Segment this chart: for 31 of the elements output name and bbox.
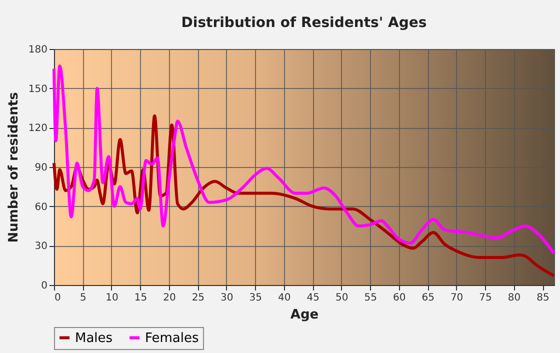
x-tick-label: 30 <box>220 292 234 304</box>
y-tick-label: 0 <box>41 280 48 292</box>
x-tick-label: 85 <box>536 292 550 304</box>
x-tick-label: 0 <box>54 292 61 304</box>
x-tick-label: 55 <box>364 292 377 304</box>
chart-title: Distribution of Residents' Ages <box>181 15 427 31</box>
x-tick-label: 40 <box>278 292 291 304</box>
x-tick-label: 35 <box>249 292 262 304</box>
x-tick-label: 10 <box>106 292 118 304</box>
y-tick-label: 60 <box>34 202 48 213</box>
x-tick-label: 45 <box>306 292 320 304</box>
x-tick-label: 80 <box>508 292 521 304</box>
y-tick-label: 180 <box>28 44 48 56</box>
y-tick-label: 150 <box>28 84 48 95</box>
x-tick-label: 75 <box>479 292 492 304</box>
x-tick-label: 25 <box>192 292 205 304</box>
x-tick-label: 5 <box>80 292 86 304</box>
x-tick-label: 20 <box>163 292 176 304</box>
y-axis-title: Number of residents <box>6 92 22 243</box>
x-axis-title: Age <box>290 308 319 322</box>
x-tick-label: 15 <box>134 292 148 304</box>
x-tick-label: 60 <box>392 292 406 304</box>
legend-label: Males <box>75 330 113 346</box>
y-tick-label: 30 <box>34 241 48 252</box>
line-series <box>52 64 556 256</box>
legend-label: Females <box>145 330 200 346</box>
y-tick-label: 120 <box>28 123 48 134</box>
x-tick-label: 70 <box>450 292 464 304</box>
y-tick-label: 90 <box>34 162 48 174</box>
x-tick-label: 65 <box>422 292 434 304</box>
x-tick-label: 50 <box>335 292 348 304</box>
